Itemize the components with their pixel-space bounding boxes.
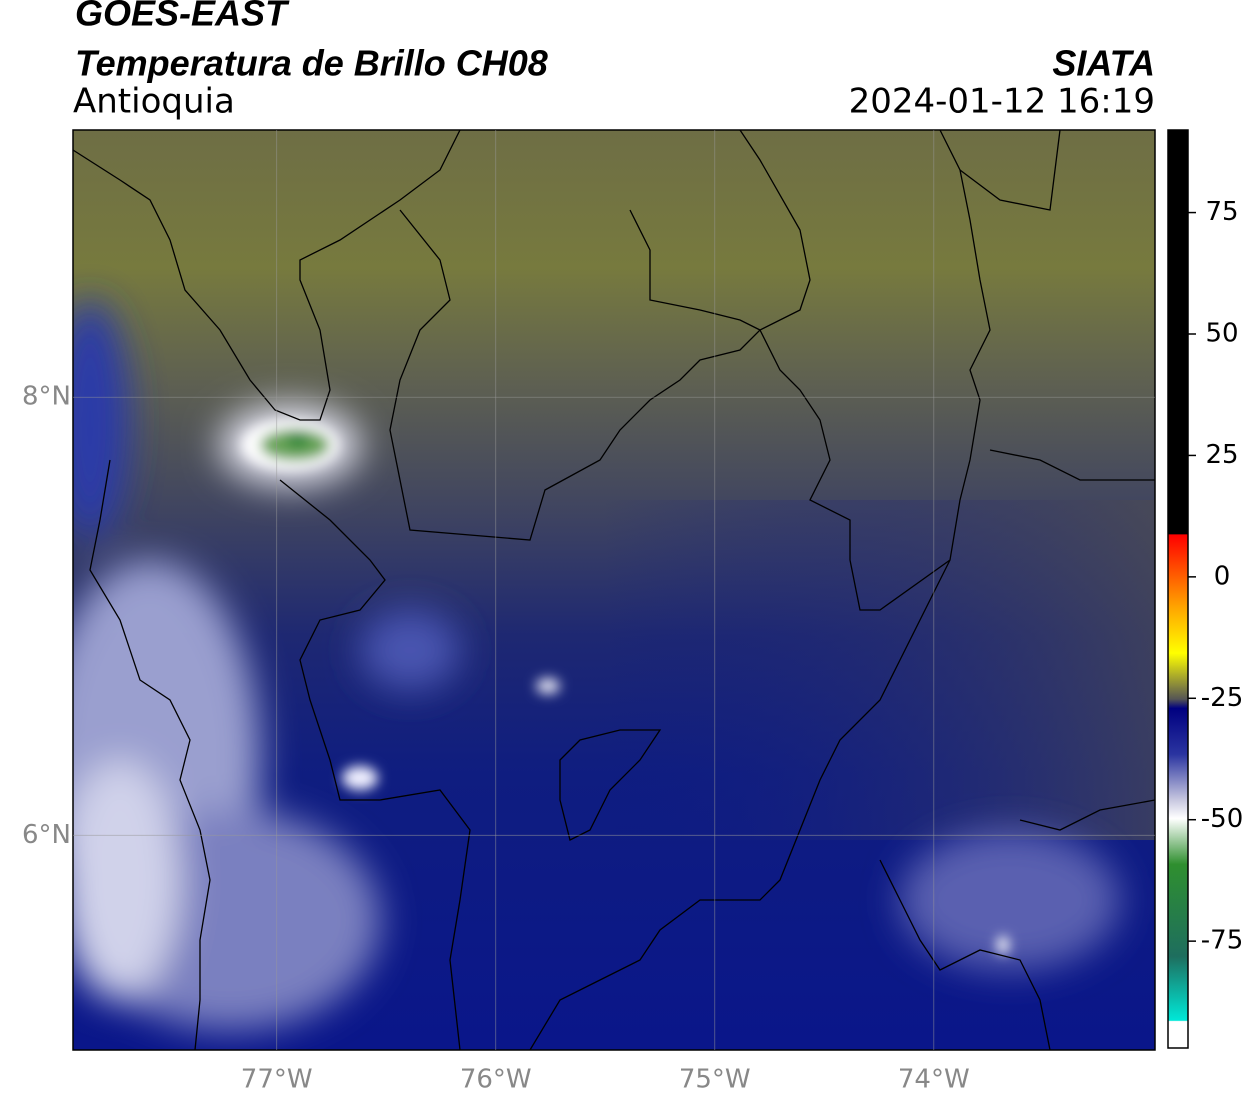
colorbar-tick-label: 0 — [1214, 561, 1231, 591]
colorbar — [1167, 129, 1189, 1049]
title: GOES-EAST — [75, 0, 290, 34]
source: SIATA — [1052, 43, 1155, 84]
colorbar-tick-label: 50 — [1205, 319, 1238, 349]
lon-label: 74°W — [898, 1065, 970, 1095]
colorbar-tick-label: -50 — [1201, 804, 1243, 834]
colorbar-tick-label: 25 — [1205, 440, 1238, 470]
region: Antioquia — [73, 82, 235, 122]
map-frame — [72, 129, 1156, 1051]
colorbar-tick-label: 75 — [1205, 197, 1238, 227]
lat-label: 8°N — [22, 382, 71, 412]
subtitle: Temperatura de Brillo CH08 — [75, 43, 548, 84]
satellite-image — [73, 130, 1155, 1050]
lon-label: 75°W — [679, 1065, 751, 1095]
colorbar-tick-label: -75 — [1201, 926, 1243, 956]
lat-label: 6°N — [22, 820, 71, 850]
datetime: 2024-01-12 16:19 — [849, 82, 1155, 122]
colorbar-tick-label: -25 — [1201, 683, 1243, 713]
lon-label: 77°W — [241, 1065, 313, 1095]
lon-label: 76°W — [460, 1065, 532, 1095]
